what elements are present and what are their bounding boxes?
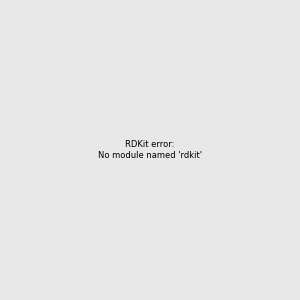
Text: RDKit error:
No module named 'rdkit': RDKit error: No module named 'rdkit'	[98, 140, 202, 160]
